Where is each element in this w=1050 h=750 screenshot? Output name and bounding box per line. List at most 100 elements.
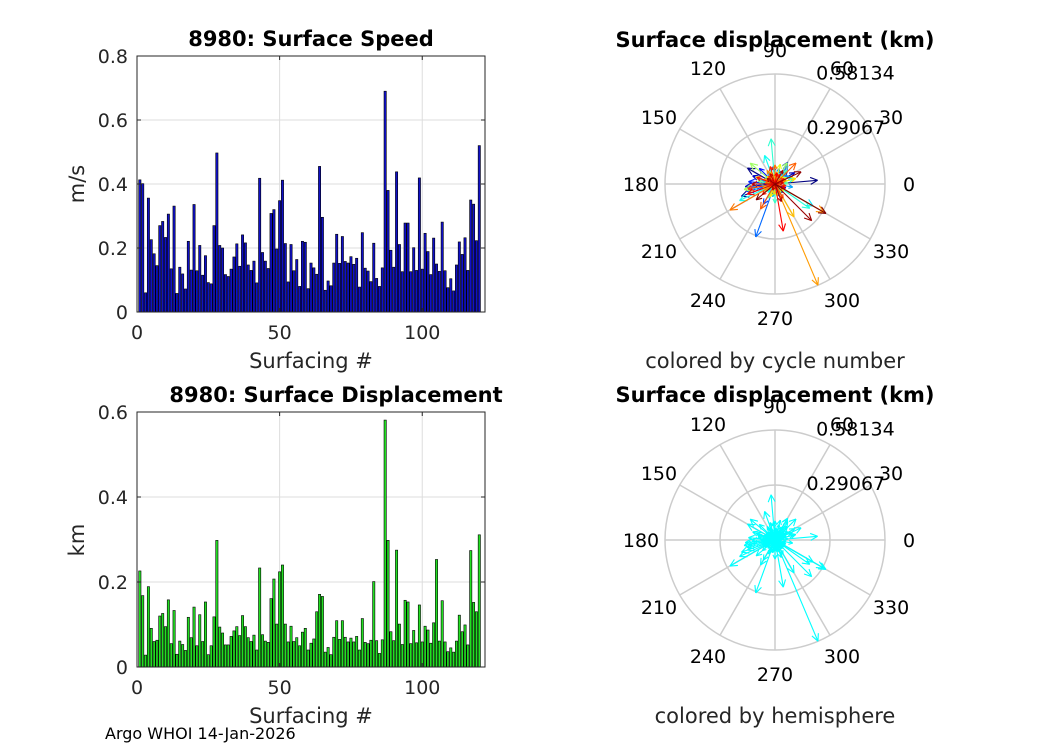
speed-bar: [349, 256, 353, 313]
displacement-bar: [161, 613, 165, 668]
displacement-bar: [286, 641, 290, 668]
polar-hemisphere-angle-label: 60: [830, 414, 854, 436]
displacement-bar: [429, 642, 433, 668]
speed-bar: [372, 242, 376, 313]
speed-bar: [235, 243, 239, 313]
displacement-bar: [392, 640, 396, 668]
displacement-bar: [332, 636, 336, 668]
polar-cycle-range-label: 0.58134: [816, 63, 895, 85]
speed-bar: [186, 240, 190, 313]
polar-cycle-vector-arrow: [729, 183, 776, 211]
speed-bar: [449, 278, 453, 313]
polar-hemisphere-title: Surface displacement (km): [615, 383, 934, 407]
speed-bar: [443, 270, 447, 313]
displacement-bar: [272, 578, 276, 668]
speed-bar: [252, 260, 256, 313]
polar-cycle-vector-arrow: [774, 183, 827, 214]
polar-hemisphere-vector-arrow: [774, 527, 802, 541]
speed-bar: [192, 204, 196, 313]
speed-bar: [232, 256, 236, 313]
displacement-bar: [158, 615, 162, 668]
polar-hemisphere-vector-arrow: [774, 525, 784, 541]
displacement-bar: [155, 639, 159, 668]
speed-bar: [243, 242, 247, 313]
displacement-bar: [243, 626, 247, 668]
speed-bar: [412, 247, 416, 313]
polar-cycle-title: Surface displacement (km): [615, 28, 934, 52]
speed-bar: [272, 209, 276, 313]
speed-bar: [335, 233, 339, 313]
displacement-bar: [412, 630, 416, 668]
speed-bar: [149, 239, 153, 313]
speed-bar: [403, 222, 407, 313]
displacement-bar: [301, 631, 304, 668]
displacement-bar: [338, 639, 341, 668]
speed-bar: [209, 283, 213, 313]
displacement-bar: [440, 600, 444, 668]
speed-bar: [369, 281, 373, 313]
displacement-bar: [457, 614, 461, 668]
speed-bar: [215, 152, 219, 313]
displacement-bar: [281, 564, 284, 668]
speed-bar: [415, 270, 418, 313]
speed-bar: [198, 245, 202, 313]
displacement-bar: [426, 629, 430, 668]
displacement-bar: [360, 618, 364, 668]
displacement-bar: [380, 639, 384, 668]
displacement-bar: [169, 643, 173, 668]
displacement-bar: [221, 632, 225, 668]
polar-hemisphere-angle-label: 210: [641, 597, 677, 619]
displacement-bar: [475, 611, 478, 668]
speed-bar: [184, 288, 187, 313]
speed-bar: [144, 292, 147, 313]
speed-bars: [138, 90, 481, 313]
polar-cycle-angle-label: 90: [763, 40, 787, 62]
polar-cycle-labels: 0 30 60 90 120 150 180 210 240 270 300 330 0.29067 0.…: [623, 40, 915, 330]
displacement-bar: [226, 644, 230, 668]
displacement-bar: [232, 630, 236, 668]
displacement-bar: [258, 567, 262, 668]
displacement-bar: [172, 610, 176, 668]
polar-hemisphere-angle-label: 120: [690, 414, 726, 436]
polar-hemisphere-range-label: 0.58134: [816, 419, 895, 441]
speed-bar: [241, 234, 244, 313]
speed-bar: [221, 247, 225, 313]
speed-bar: [189, 269, 193, 313]
speed-bar: [378, 286, 381, 313]
displacement-bar: [289, 625, 293, 668]
speed-bar: [255, 282, 259, 313]
polar-hemisphere-angle-label: 180: [623, 530, 659, 552]
speed-bar: [158, 225, 162, 313]
speed-bar: [178, 266, 182, 313]
displacement-y-tick-label: 0.6: [98, 402, 128, 424]
polar-cycle-vector-arrow: [774, 162, 797, 185]
speed-bar: [309, 262, 313, 313]
displacement-bar: [209, 645, 213, 668]
polar-plot-cycle: 0 30 60 90 120 150 180 210 240 270 300 330 0.29067 0.…: [615, 28, 934, 373]
speed-bar: [352, 264, 356, 313]
speed-bar: [320, 216, 324, 313]
polar-hemisphere-vector-arrow: [772, 520, 778, 540]
displacement-bar: [472, 602, 476, 668]
speed-bar: [392, 266, 396, 313]
displacement-bar: [295, 637, 299, 668]
polar-hemisphere-spoke: [719, 444, 776, 541]
speed-bar: [229, 268, 233, 313]
displacement-bar: [164, 626, 167, 668]
polar-hemisphere-vector-arrow: [774, 539, 819, 642]
speed-bar: [306, 288, 310, 313]
speed-bar: [340, 236, 344, 313]
speed-bar: [295, 259, 299, 313]
polar-cycle-angle-label: 60: [830, 58, 854, 80]
displacement-bar: [166, 599, 170, 668]
displacement-bar: [389, 631, 393, 668]
displacement-bar: [206, 654, 210, 668]
displacement-bar: [298, 645, 302, 668]
displacement-y-tick-label: 0.4: [98, 487, 128, 509]
polar-cycle-vector-arrow: [772, 164, 778, 184]
displacement-bar: [386, 540, 390, 668]
speed-bar: [435, 263, 438, 313]
displacement-x-tick-label: 0: [131, 677, 143, 699]
polar-cycle-vector-arrow: [774, 183, 783, 202]
